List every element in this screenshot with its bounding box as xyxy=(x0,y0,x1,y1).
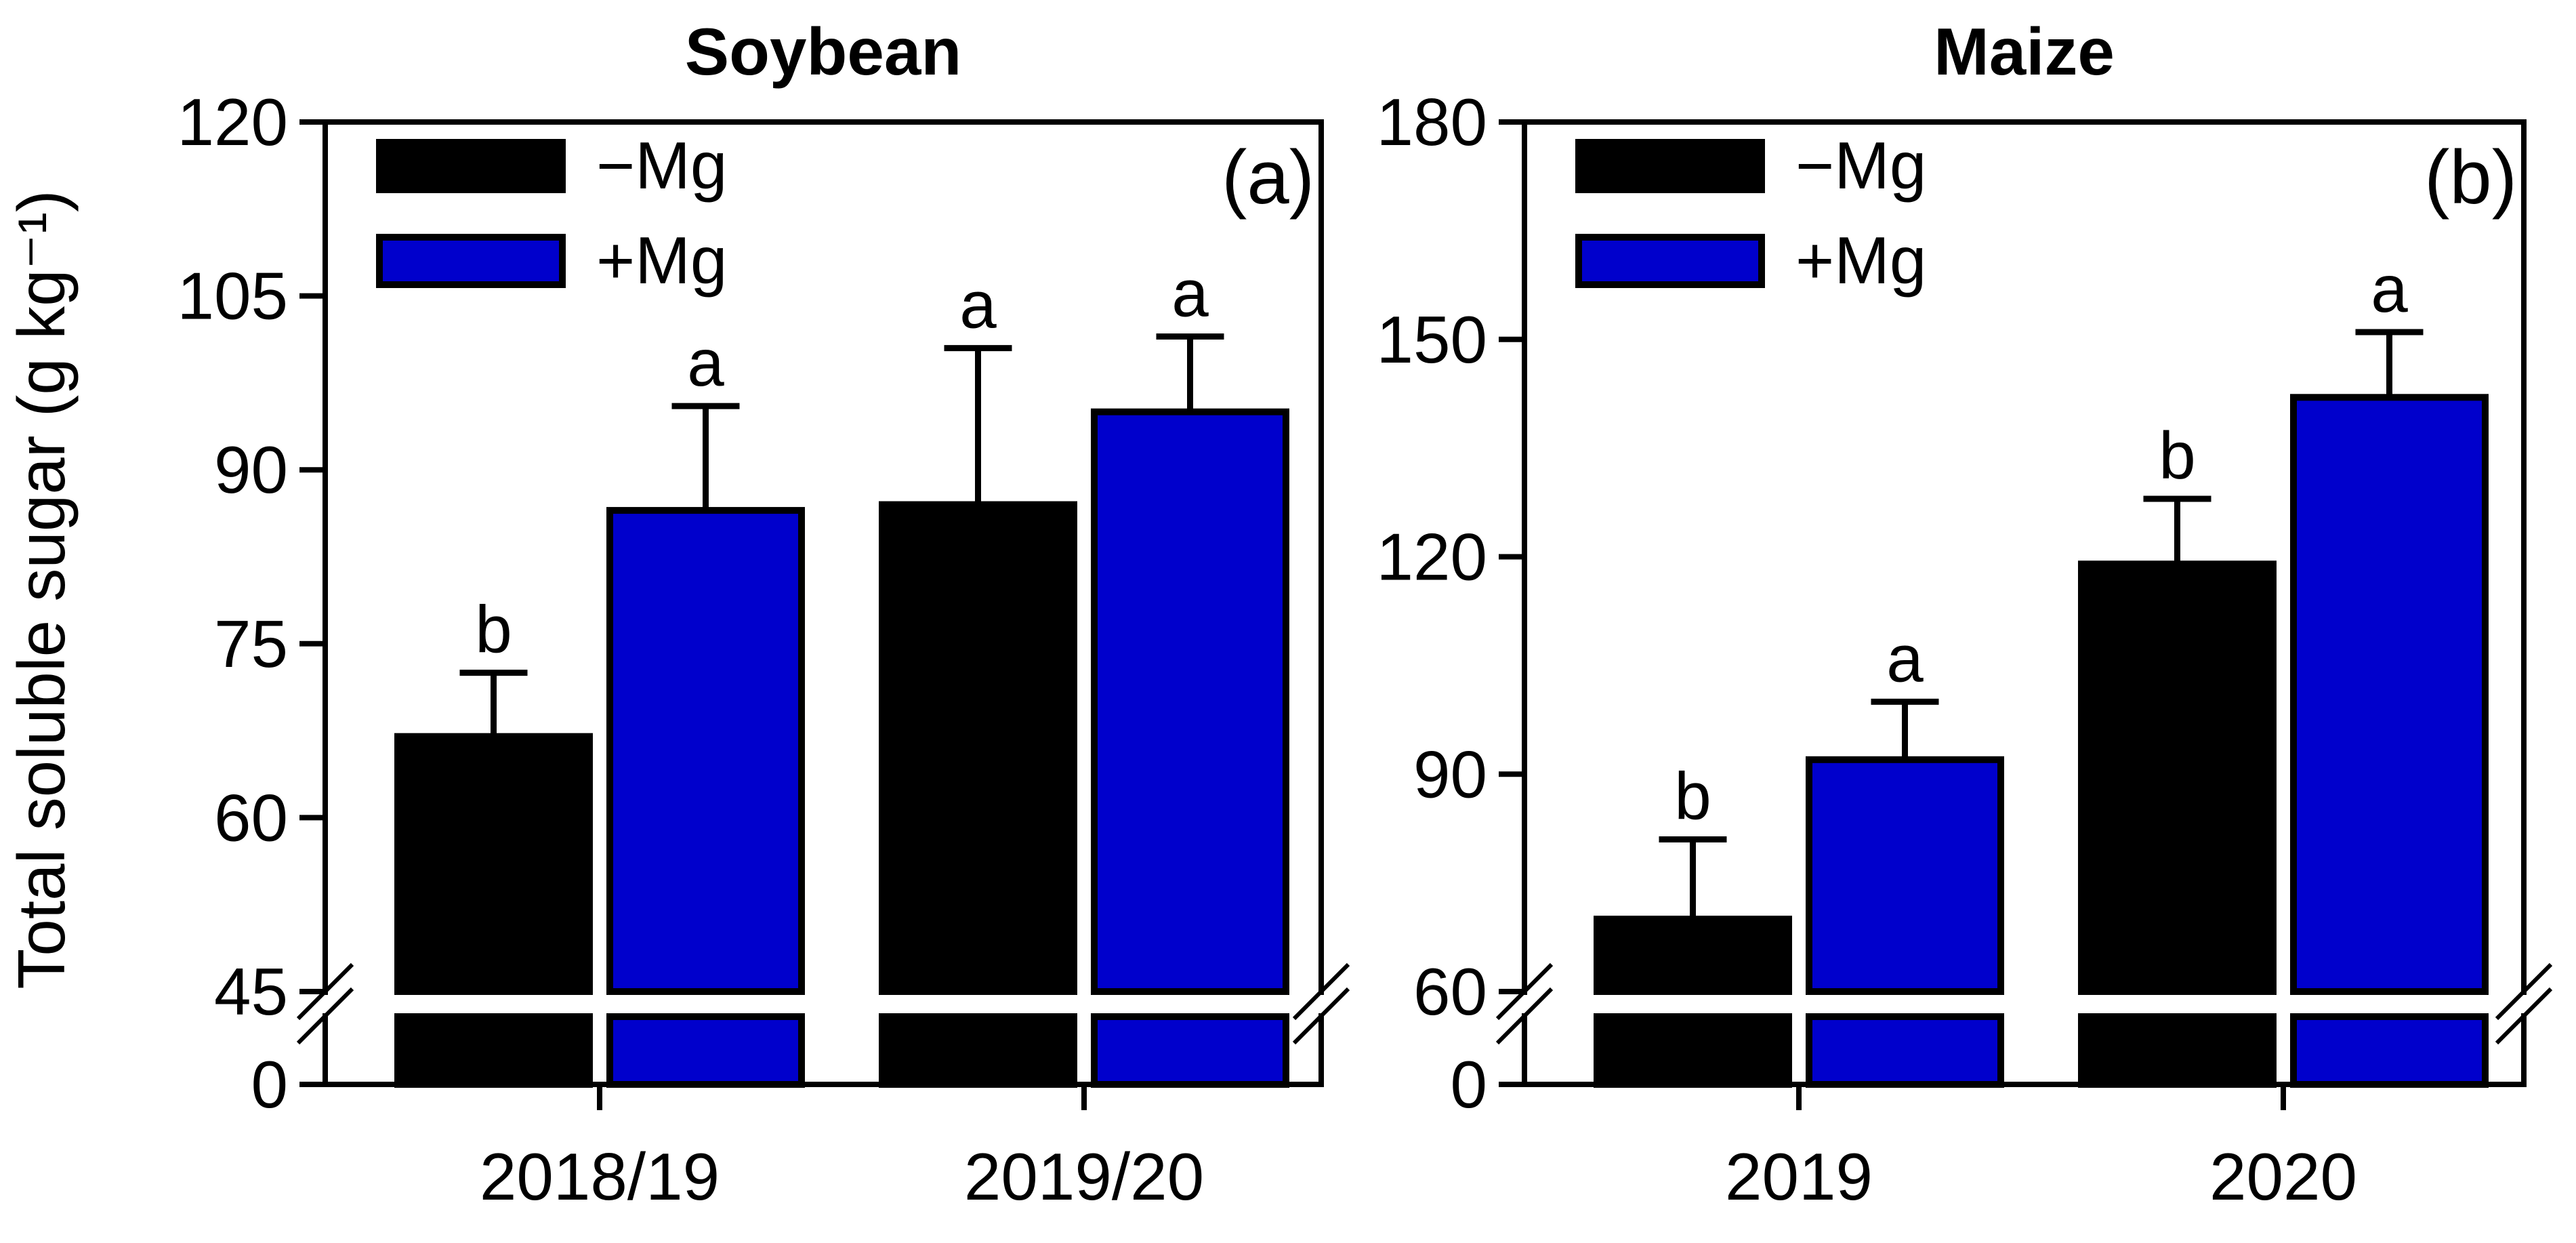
significance-letter: b xyxy=(2159,418,2196,493)
bar-stub xyxy=(1091,1013,1289,1088)
soybean-panel: b a a a 0 45 60 75 90 105 120 2018/19 2019/20 Soybean… xyxy=(177,14,1350,1214)
legend-label: −Mg xyxy=(596,128,727,203)
panel-label: (a) xyxy=(1222,135,1314,220)
chart-title: Maize xyxy=(1934,14,2115,89)
legend-label: +Mg xyxy=(596,223,727,298)
axis-break-mark xyxy=(296,987,354,1045)
legend-label: +Mg xyxy=(1795,223,1926,298)
chart-title: Soybean xyxy=(685,14,961,89)
bar xyxy=(2078,561,2277,995)
x-tick-label: 2020 xyxy=(2209,1139,2357,1214)
x-tick-label: 2019/20 xyxy=(964,1139,1204,1214)
legend-label: −Mg xyxy=(1795,128,1926,203)
bar-stub xyxy=(2290,1013,2489,1088)
y-tick-label: 75 xyxy=(214,607,288,681)
bar xyxy=(1594,916,1792,996)
y-tick-label: 90 xyxy=(1413,737,1487,811)
y-tick-label: 0 xyxy=(251,1047,288,1122)
bar xyxy=(1091,408,1289,995)
bar-stub xyxy=(879,1013,1077,1088)
bar xyxy=(606,507,805,995)
y-tick-label: 60 xyxy=(214,780,288,855)
panel-label: (b) xyxy=(2424,135,2517,220)
y-tick-label: 60 xyxy=(1413,954,1487,1029)
axis-break-mark xyxy=(2495,987,2553,1045)
bar xyxy=(879,501,1077,995)
bar-stub xyxy=(394,1013,593,1088)
axis-break-mark xyxy=(1292,962,1350,1021)
y-tick-label: 120 xyxy=(1376,520,1487,594)
legend-swatch xyxy=(376,234,566,288)
significance-letter: a xyxy=(1171,256,1209,330)
bar xyxy=(2290,394,2489,995)
significance-letter: a xyxy=(959,268,997,342)
significance-letter: b xyxy=(475,592,512,667)
axis-break-mark xyxy=(2495,962,2553,1021)
significance-letter: a xyxy=(2371,251,2408,326)
y-tick-label: 0 xyxy=(1450,1047,1487,1122)
bar xyxy=(1806,756,2004,996)
x-tick-label: 2019 xyxy=(1725,1139,1873,1214)
y-tick-label: 105 xyxy=(177,259,288,333)
y-tick-label: 180 xyxy=(1376,85,1487,159)
axis-break-mark xyxy=(1495,987,1554,1045)
significance-letter: a xyxy=(687,325,724,400)
significance-letter: b xyxy=(1674,758,1711,833)
bar-stub xyxy=(2078,1013,2277,1088)
legend-swatch xyxy=(1575,234,1765,288)
bar-stub xyxy=(606,1013,805,1088)
legend-swatch xyxy=(1575,139,1765,193)
legend-swatch xyxy=(376,139,566,193)
x-tick-label: 2018/19 xyxy=(480,1139,720,1214)
bar xyxy=(394,733,593,995)
significance-letter: a xyxy=(1886,621,1924,695)
bar-stub xyxy=(1594,1013,1792,1088)
y-tick-label: 150 xyxy=(1376,302,1487,377)
y-tick-label: 45 xyxy=(214,954,288,1029)
axis-break-mark xyxy=(1292,987,1350,1045)
y-tick-label: 90 xyxy=(214,432,288,507)
y-axis-label: Total soluble sugar (g kg⁻¹) xyxy=(4,190,79,989)
y-tick-label: 120 xyxy=(177,85,288,159)
maize-panel: b b a a 0 60 90 120 150 180 2019 2020 Maize (b) −Mg +Mg xyxy=(1376,14,2553,1214)
bar-stub xyxy=(1806,1013,2004,1088)
